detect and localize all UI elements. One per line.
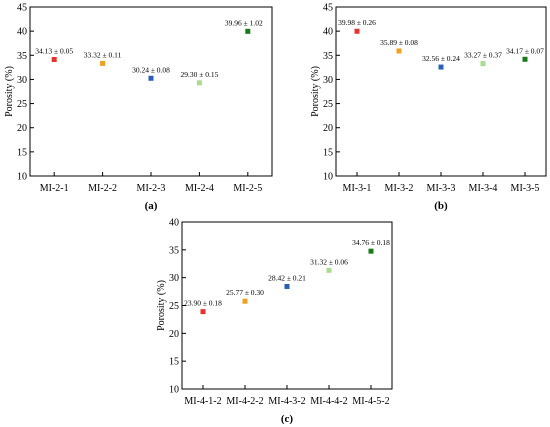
data-label: 32.56 ± 0.24 <box>422 54 460 63</box>
panel-label: (c) <box>281 413 294 425</box>
y-tick-label: 35 <box>17 51 27 62</box>
data-label: 31.32 ± 0.06 <box>310 257 348 266</box>
data-label: 39.96 ± 1.02 <box>225 18 263 27</box>
y-tick-label: 40 <box>323 27 333 38</box>
data-point <box>438 64 444 70</box>
data-point <box>368 248 374 254</box>
y-axis-label: Porosity (%) <box>156 280 167 331</box>
data-point <box>51 56 57 62</box>
y-tick-label: 10 <box>17 172 27 183</box>
x-tick-label: MI-4-2-2 <box>226 396 263 407</box>
data-point <box>522 56 528 62</box>
x-tick-label: MI-4-1-2 <box>184 396 221 407</box>
x-tick-label: MI-3-4 <box>469 183 498 194</box>
y-tick-label: 25 <box>169 301 179 312</box>
y-tick-label: 35 <box>169 245 179 256</box>
data-label: 34.13 ± 0.05 <box>35 46 73 55</box>
x-tick-label: MI-3-3 <box>427 183 456 194</box>
data-label: 34.17 ± 0.07 <box>506 46 544 55</box>
data-point <box>245 28 251 34</box>
y-axis-label: Porosity (%) <box>310 66 321 117</box>
chart-panel-1: 10 15 20 25 30 35 40 45 Porosity (%) MI-2-1 34.13 … <box>4 3 273 212</box>
data-point <box>396 48 402 54</box>
x-tick-label: MI-2-3 <box>137 183 166 194</box>
data-label: 34.76 ± 0.18 <box>352 238 390 247</box>
y-tick-label: 25 <box>323 99 333 110</box>
data-label: 23.90 ± 0.18 <box>184 299 222 308</box>
plot-frame <box>335 6 547 177</box>
y-axis-label: Porosity (%) <box>4 66 15 117</box>
data-label: 28.42 ± 0.21 <box>268 273 306 282</box>
data-label: 30.24 ± 0.08 <box>132 65 170 74</box>
panel-label: (a) <box>145 200 158 212</box>
y-tick-label: 45 <box>17 3 27 14</box>
chart-panel-3: 10 15 20 25 30 35 40 Porosity (%) MI-4-1-2 23.90 … <box>156 218 393 425</box>
y-tick-label: 15 <box>323 147 333 158</box>
data-label: 39.98 ± 0.26 <box>338 18 376 27</box>
y-tick-label: 20 <box>323 123 333 134</box>
data-point <box>326 267 332 273</box>
panel-label: (b) <box>434 200 448 212</box>
x-tick-label: MI-3-5 <box>511 183 540 194</box>
x-tick-label: MI-2-1 <box>40 183 69 194</box>
y-tick-label: 15 <box>169 357 179 368</box>
x-tick-label: MI-2-4 <box>185 183 214 194</box>
y-tick-label: 30 <box>169 273 179 284</box>
data-label: 33.32 ± 0.11 <box>84 50 122 59</box>
y-tick-label: 35 <box>323 51 333 62</box>
y-tick-label: 20 <box>17 123 27 134</box>
data-point <box>148 75 154 81</box>
y-tick-label: 45 <box>323 3 333 14</box>
chart-panel-2: 10 15 20 25 30 35 40 45 Porosity (%) MI-3-1 39.98 … <box>310 3 547 212</box>
y-tick-label: 20 <box>169 329 179 340</box>
data-point <box>354 28 360 34</box>
data-point <box>196 80 202 86</box>
data-point <box>100 60 106 66</box>
data-point <box>200 309 206 315</box>
data-label: 35.89 ± 0.08 <box>380 38 418 47</box>
y-tick-label: 40 <box>169 218 179 229</box>
y-tick-label: 15 <box>17 147 27 158</box>
data-point <box>284 283 290 289</box>
x-tick-label: MI-4-3-2 <box>268 396 305 407</box>
x-tick-label: MI-2-2 <box>88 183 117 194</box>
y-tick-label: 40 <box>17 27 27 38</box>
y-tick-label: 10 <box>323 172 333 183</box>
y-tick-label: 10 <box>169 385 179 396</box>
x-tick-label: MI-4-4-2 <box>310 396 347 407</box>
data-label: 33.27 ± 0.37 <box>464 51 502 60</box>
data-label: 29.30 ± 0.15 <box>180 70 218 79</box>
plot-frame <box>29 6 273 177</box>
y-tick-label: 25 <box>17 99 27 110</box>
data-point <box>242 298 248 304</box>
y-tick-label: 30 <box>17 75 27 86</box>
x-tick-label: MI-3-2 <box>385 183 414 194</box>
y-tick-label: 30 <box>323 75 333 86</box>
x-tick-label: MI-3-1 <box>343 183 372 194</box>
data-label: 25.77 ± 0.30 <box>226 288 264 297</box>
data-point <box>480 61 486 67</box>
x-tick-label: MI-4-5-2 <box>352 396 389 407</box>
x-tick-label: MI-2-5 <box>233 183 262 194</box>
